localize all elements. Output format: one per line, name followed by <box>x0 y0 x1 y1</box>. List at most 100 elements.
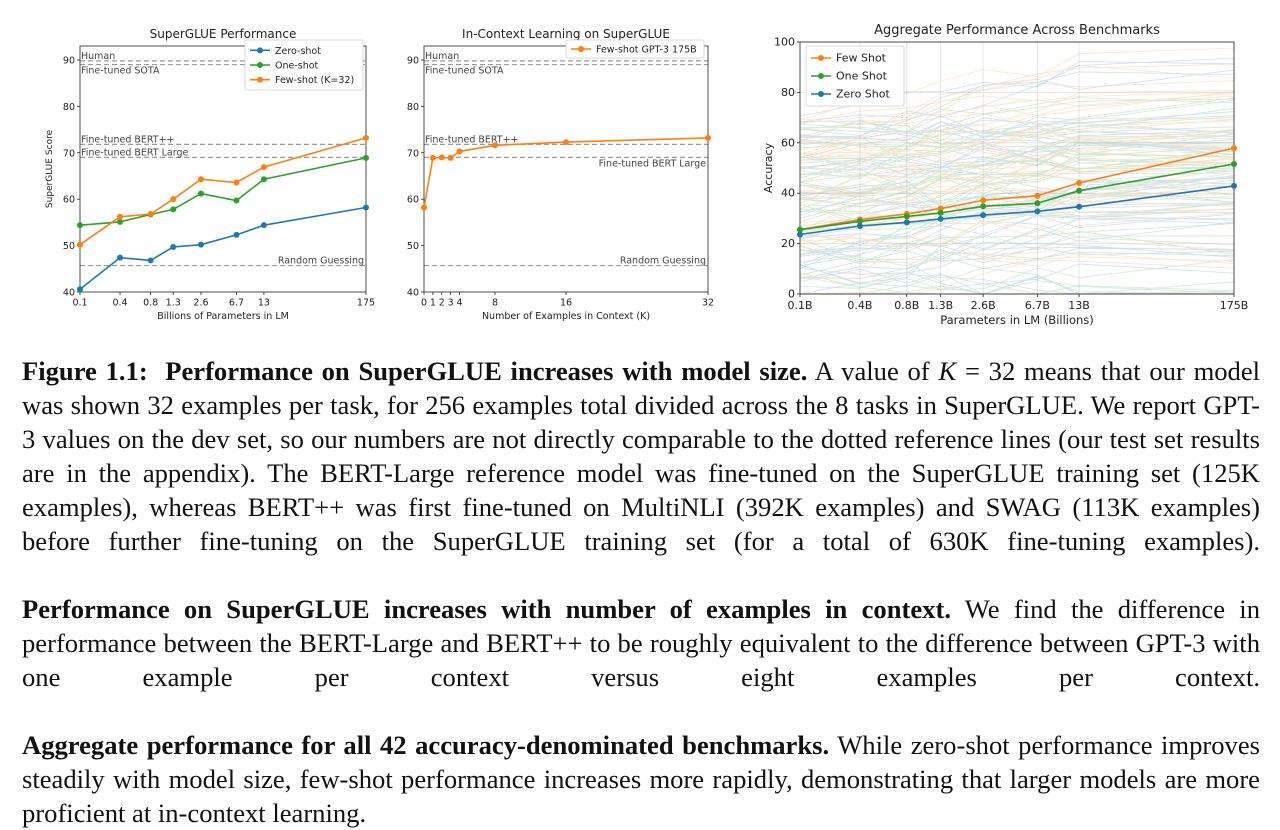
benchmark-curve <box>799 63 1235 126</box>
point-few-shot-k-32-0 <box>77 241 83 248</box>
benchmark-curve <box>799 184 1235 204</box>
point-few-shot-k-32-1 <box>117 213 124 220</box>
y-axis-label: SuperGLUE Score <box>45 129 55 208</box>
benchmark-curve <box>799 191 1235 209</box>
x-tick-label-6-7: 6.7 <box>229 298 244 309</box>
benchmark-curve <box>799 144 1235 171</box>
ref-label-fine-tuned-bert: Fine-tuned BERT++ <box>81 134 175 145</box>
benchmark-curve <box>799 136 1235 172</box>
point-zero-shot-6 <box>1076 203 1083 210</box>
point-few-shot-3 <box>937 205 944 212</box>
benchmark-curve <box>799 117 1235 142</box>
legend-box <box>244 39 364 91</box>
point-few-shot-gpt-3-175b-0 <box>421 204 427 211</box>
benchmark-curve <box>799 175 1235 213</box>
ref-label-fine-tuned-sota: Fine-tuned SOTA <box>81 66 160 77</box>
benchmark-curve <box>799 180 1235 214</box>
y-tick-label-80: 80 <box>781 86 795 99</box>
benchmark-curve <box>799 170 1235 266</box>
x-tick-label-0-1: 0.1 <box>72 298 87 309</box>
benchmark-curve <box>799 268 1235 295</box>
point-one-shot-5 <box>233 197 240 204</box>
y-tick-label-0: 0 <box>788 288 795 301</box>
caption-paragraph-3: Aggregate performance for all 42 accurac… <box>22 728 1260 830</box>
x-tick-label-2-6: 2.6 <box>193 298 208 309</box>
y-tick-label-60: 60 <box>781 136 795 149</box>
y-tick-label-40: 40 <box>63 288 75 299</box>
point-one-shot-4 <box>197 190 204 197</box>
benchmark-curve <box>799 116 1235 180</box>
benchmark-curve <box>799 189 1235 223</box>
k-variable: K <box>938 356 957 386</box>
x-tick-label-16: 16 <box>560 298 572 309</box>
x-tick-label-1: 1 <box>430 298 436 309</box>
point-zero-shot-3 <box>170 243 177 250</box>
benchmark-curve <box>799 209 1235 256</box>
figure-caption: Figure 1.1: Performance on SuperGLUE inc… <box>22 354 1260 830</box>
chart-title: SuperGLUE Performance <box>150 27 297 41</box>
legend-swatch-marker-one-shot <box>818 73 824 79</box>
k-equation: = 32 <box>956 356 1016 386</box>
benchmark-curve <box>799 71 1235 137</box>
benchmark-curve <box>799 128 1235 200</box>
benchmark-curve <box>799 195 1235 245</box>
point-one-shot-1 <box>117 218 124 225</box>
point-one-shot-3 <box>937 209 944 216</box>
benchmark-curve <box>799 131 1235 205</box>
benchmark-curve <box>799 121 1235 145</box>
benchmark-curve <box>799 213 1235 252</box>
benchmark-curve <box>799 139 1235 181</box>
point-zero-shot-3 <box>937 215 944 222</box>
benchmark-curve <box>799 136 1235 197</box>
benchmark-curve <box>799 142 1235 166</box>
point-zero-shot-0 <box>797 231 803 238</box>
benchmark-curve <box>799 142 1235 170</box>
point-one-shot-0 <box>77 222 83 229</box>
benchmark-curve <box>799 272 1235 295</box>
chart-title: Aggregate Performance Across Benchmarks <box>874 23 1160 38</box>
benchmark-curve <box>799 182 1235 209</box>
benchmark-curve <box>799 127 1235 155</box>
point-one-shot-6 <box>260 176 267 183</box>
series-line-zero-shot <box>799 185 1235 236</box>
point-few-shot-gpt-3-175b-3 <box>447 154 454 161</box>
point-one-shot-0 <box>797 226 803 233</box>
x-tick-label-13b: 13B <box>1068 299 1090 312</box>
benchmark-curve <box>799 148 1235 172</box>
benchmark-curve <box>799 117 1235 192</box>
aggregate-performance-svg: Aggregate Performance Across Benchmarks 0… <box>762 23 1248 327</box>
x-tick-label-0-4b: 0.4B <box>847 299 872 312</box>
benchmark-curve <box>799 264 1234 295</box>
benchmark-curve <box>799 195 1235 221</box>
chart-in-context-learning: In-Context Learning on SuperGLUE Human Fin… <box>396 14 720 326</box>
benchmark-curve <box>799 168 1235 227</box>
x-tick-label-13: 13 <box>258 298 270 309</box>
benchmark-curve <box>799 235 1235 267</box>
benchmark-curve <box>799 139 1235 161</box>
y-tick-label-80: 80 <box>407 102 419 113</box>
benchmark-curve <box>799 113 1235 142</box>
benchmark-curve <box>799 246 1235 262</box>
point-few-shot-gpt-3-175b-1 <box>429 154 436 161</box>
x-axis-label: Parameters in LM (Billions) <box>940 313 1094 327</box>
benchmark-curve <box>799 172 1235 237</box>
series-line-few-shot-k-32 <box>79 137 367 246</box>
y-tick-label-60: 60 <box>63 195 75 206</box>
x-tick-label-0-1b: 0.1B <box>787 299 812 312</box>
x-axis-label: Number of Examples in Context (K) <box>482 311 650 322</box>
benchmark-curve <box>799 65 1235 124</box>
benchmark-curve <box>799 91 1235 137</box>
point-few-shot-gpt-3-175b-2 <box>438 154 445 161</box>
caption-title-2: Performance on SuperGLUE increases with … <box>22 594 951 624</box>
benchmark-curve <box>799 141 1235 170</box>
legend-swatch-marker-zero-shot <box>818 91 824 97</box>
y-tick-label-20: 20 <box>781 237 795 250</box>
benchmark-curve <box>799 202 1235 280</box>
benchmark-curve <box>799 221 1235 255</box>
point-few-shot-k-32-3 <box>170 196 177 203</box>
benchmark-curve <box>799 115 1235 142</box>
benchmark-curve <box>799 146 1235 215</box>
x-tick-label-1-3: 1.3 <box>166 298 181 309</box>
background-benchmark-curves <box>799 47 1235 295</box>
